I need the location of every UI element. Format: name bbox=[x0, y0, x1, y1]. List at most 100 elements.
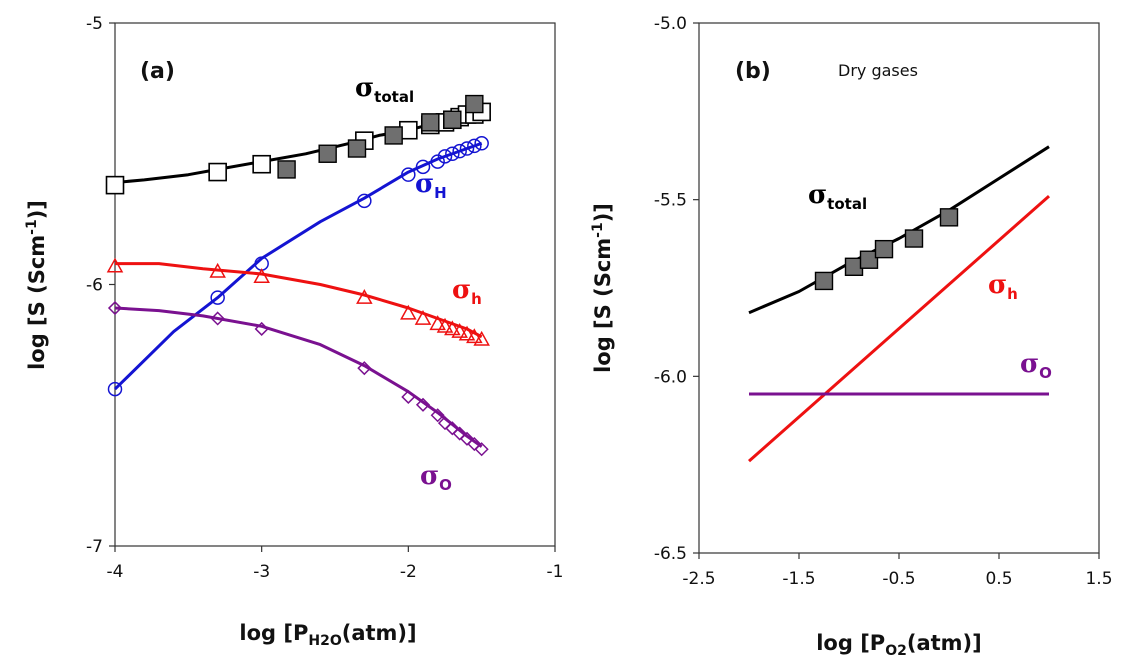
data-point-H-open bbox=[437, 149, 453, 164]
data-point-H-open bbox=[357, 193, 372, 209]
data-point-H-open bbox=[415, 159, 431, 175]
data-point-total-filled bbox=[318, 144, 337, 163]
data-point-O-open bbox=[401, 389, 416, 405]
data-point-h-open bbox=[414, 309, 432, 325]
x-axis-label: log [PH2O(atm)] bbox=[239, 621, 416, 649]
series-line-h bbox=[115, 262, 483, 339]
label-sigma-H: σH bbox=[415, 169, 447, 202]
data-point-h-open bbox=[451, 323, 468, 338]
data-point-h-open bbox=[444, 320, 461, 336]
data-point-total-filled bbox=[859, 250, 879, 269]
data-point-h-open bbox=[400, 304, 417, 320]
data-point-O-open bbox=[445, 421, 460, 436]
data-point-h-open bbox=[458, 325, 476, 341]
series-line-O bbox=[114, 306, 483, 448]
data-point-h-open bbox=[356, 289, 373, 304]
series-label-O: σO bbox=[1020, 349, 1052, 382]
data-point-H-open bbox=[210, 290, 225, 305]
data-point-total-filled bbox=[384, 126, 403, 145]
annotation-dry-gases: Dry gases bbox=[838, 61, 918, 80]
data-point-total-filled bbox=[814, 271, 834, 291]
data-point-H-open bbox=[452, 143, 467, 159]
y-tick-label: -6 bbox=[86, 276, 103, 296]
data-point-O-open bbox=[210, 311, 225, 326]
y-axis-label: log [S (Scm-1)] bbox=[24, 200, 49, 370]
x-tick-label: -3 bbox=[253, 562, 270, 582]
data-point-H-open bbox=[467, 138, 482, 154]
label-sigma-total: σtotal bbox=[355, 73, 414, 106]
y-tick-label: -5.5 bbox=[654, 191, 687, 211]
data-point-total-filled bbox=[443, 110, 462, 129]
plot-frame bbox=[114, 22, 556, 547]
data-point-total-open bbox=[208, 162, 227, 182]
data-point-O-open bbox=[254, 321, 269, 337]
data-point-h-open bbox=[106, 257, 124, 273]
panel-label: (b) bbox=[735, 59, 771, 84]
series-label-H: σH bbox=[415, 169, 447, 202]
series-label-total: σtotal bbox=[355, 73, 414, 106]
data-point-H-open bbox=[401, 167, 416, 182]
plot-frame bbox=[698, 22, 1100, 554]
data-point-total-filled bbox=[939, 208, 959, 227]
data-point-total-filled bbox=[465, 94, 484, 114]
data-point-O-open bbox=[452, 426, 467, 441]
data-point-O-open bbox=[107, 300, 123, 316]
data-point-H-open bbox=[430, 154, 445, 169]
y-axis-label: log [S (Scm-1)] bbox=[590, 203, 615, 373]
x-axis-label: log [PO2(atm)] bbox=[816, 631, 982, 659]
chart-panel-a: -4 -3 -2 -1 -5 -6 -7 (a) log [PH2O(atm)] log [… bbox=[24, 14, 563, 649]
data-point-H-open bbox=[459, 141, 475, 156]
data-point-O-open bbox=[437, 416, 453, 431]
label-sigma-h: σh bbox=[452, 275, 482, 308]
data-point-O-open bbox=[415, 397, 431, 412]
data-point-h-open bbox=[473, 330, 490, 346]
data-point-O-open bbox=[357, 361, 372, 376]
ticks-layer: -4 -3 -2 -1 -5 -6 -7 bbox=[86, 14, 563, 582]
data-point-total-filled bbox=[347, 139, 367, 158]
y-tick-label: -5 bbox=[86, 14, 103, 34]
series-label-total: σtotal bbox=[808, 180, 867, 213]
data-point-total-open bbox=[252, 154, 271, 174]
data-point-O-open bbox=[430, 408, 445, 423]
y-tick-label: -6.0 bbox=[654, 367, 687, 387]
series-layer bbox=[748, 145, 1050, 463]
label-sigma-total: σtotal bbox=[808, 180, 867, 213]
data-point-O-open bbox=[459, 431, 475, 446]
data-point-H-open bbox=[474, 136, 489, 151]
x-tick-label: 1.5 bbox=[1085, 569, 1112, 589]
x-tick-label: 0.5 bbox=[985, 569, 1012, 589]
data-point-O-open bbox=[467, 436, 482, 452]
data-point-h-open bbox=[436, 317, 454, 333]
x-tick-label: -4 bbox=[107, 562, 124, 582]
data-point-H-open bbox=[445, 146, 460, 161]
data-point-h-open bbox=[253, 268, 270, 284]
series-label-O: σO bbox=[420, 461, 452, 494]
data-point-total-filled bbox=[874, 239, 894, 259]
y-tick-label: -5.0 bbox=[654, 14, 687, 34]
x-tick-label: -2.5 bbox=[682, 569, 715, 589]
label-sigma-O: σO bbox=[1020, 349, 1052, 382]
x-tick-label: -1 bbox=[547, 562, 564, 582]
data-point-total-filled bbox=[277, 160, 296, 179]
label-sigma-O: σO bbox=[420, 461, 452, 494]
data-point-total-filled bbox=[904, 229, 924, 248]
x-tick-label: -1.5 bbox=[782, 569, 815, 589]
x-tick-label: -0.5 bbox=[882, 569, 915, 589]
series-layer bbox=[105, 94, 491, 457]
y-tick-label: -7 bbox=[86, 537, 103, 557]
data-point-h-open bbox=[466, 328, 483, 344]
data-point-total-filled bbox=[421, 113, 440, 132]
x-tick-label: -2 bbox=[400, 562, 417, 582]
y-tick-label: -6.5 bbox=[654, 544, 687, 564]
chart-panel-b: -2.5 -1.5 -0.5 0.5 1.5 -5.0 -5.5 -6.0 -6.5 (b) D… bbox=[590, 14, 1113, 659]
data-point-h-open bbox=[429, 315, 446, 331]
series-line-h bbox=[748, 194, 1050, 463]
data-point-h-open bbox=[209, 262, 226, 278]
series-label-h: σh bbox=[988, 270, 1018, 303]
data-point-total-open bbox=[105, 175, 125, 195]
ticks-layer: -2.5 -1.5 -0.5 0.5 1.5 -5.0 -5.5 -6.0 -6.5 bbox=[654, 14, 1113, 589]
label-sigma-h: σh bbox=[988, 270, 1018, 303]
panel-label: (a) bbox=[140, 59, 175, 84]
data-point-O-open bbox=[474, 442, 489, 457]
